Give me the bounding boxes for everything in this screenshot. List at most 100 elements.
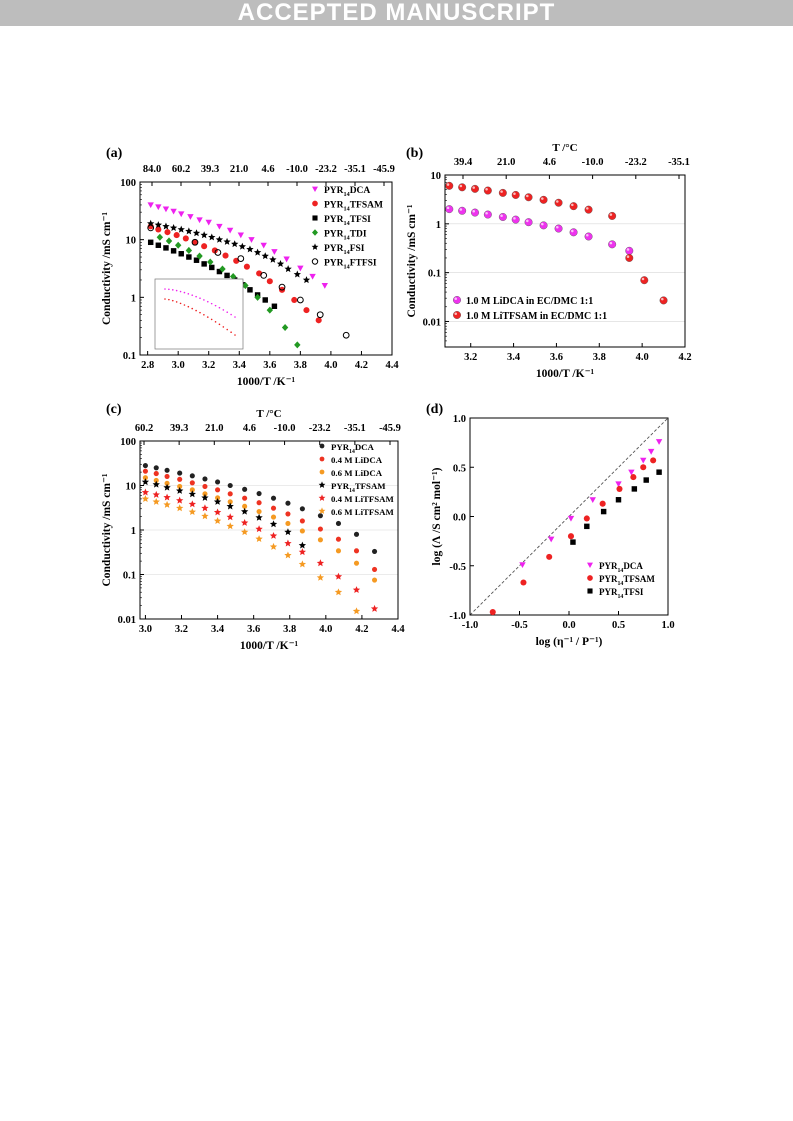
legend-suffix: FSI — [350, 244, 365, 254]
data-point — [299, 506, 305, 512]
inset-point — [234, 316, 236, 318]
data-point — [202, 476, 208, 482]
data-point — [193, 257, 200, 263]
legend-suffix: DCA — [355, 442, 375, 452]
data-point — [276, 260, 285, 268]
data-point — [231, 240, 239, 248]
inset-point — [199, 297, 201, 300]
data-point — [165, 237, 173, 245]
top-tick-label: 21.0 — [497, 157, 515, 168]
x-tick-label: 3.2 — [202, 360, 215, 371]
y-axis-title: Conductivity /mS cm⁻¹ — [101, 473, 113, 586]
legend: PYR14DCAPYR14TFSAMPYR14TFSIPYR14TDIPYR14… — [311, 186, 383, 271]
data-point — [656, 469, 662, 475]
x-tick-label: 3.4 — [507, 352, 521, 363]
legend-label: PYR14TFSI — [324, 215, 371, 227]
data-point-highlight — [526, 194, 529, 198]
data-point — [211, 247, 218, 254]
data-point — [483, 186, 492, 195]
data-point-highlight — [472, 186, 475, 189]
data-point-highlight — [586, 207, 589, 210]
data-point — [353, 531, 360, 537]
x-tick-label: 4.2 — [678, 352, 691, 363]
inset-point — [187, 305, 190, 308]
data-point — [317, 537, 323, 543]
plot-frame — [444, 174, 686, 348]
data-point — [242, 495, 248, 501]
data-point — [155, 242, 162, 248]
series-5 — [141, 495, 361, 615]
data-point — [155, 204, 162, 211]
data-point — [153, 465, 159, 471]
data-point — [200, 231, 208, 239]
y-tick-label: 0.5 — [453, 463, 466, 474]
data-point — [628, 469, 635, 476]
legend-prefix: PYR — [331, 481, 350, 491]
data-point — [176, 486, 184, 494]
data-point — [178, 211, 185, 218]
data-point — [156, 233, 164, 241]
data-point — [242, 282, 249, 290]
x-axis-title: 1000/T /K⁻¹ — [237, 376, 295, 388]
data-point — [600, 508, 607, 515]
data-point — [227, 499, 233, 505]
data-point — [298, 548, 307, 556]
data-point — [169, 224, 178, 231]
x-tick-label: 4.0 — [319, 624, 332, 635]
data-point — [214, 249, 222, 256]
chart-panel-d: (d) -1.0 -0.5 0.0 0.5 1.0 -1.0 -0.5 0.0 0.5 1.0 log… — [426, 402, 675, 648]
data-point — [584, 232, 593, 241]
data-point — [615, 497, 622, 503]
legend-subscript: 14 — [344, 250, 350, 256]
data-point — [371, 566, 378, 572]
inset-point — [206, 300, 209, 303]
inset-frame — [154, 278, 244, 350]
top-tick-label: -45.9 — [379, 423, 401, 434]
data-point-highlight — [641, 277, 645, 281]
data-point — [202, 483, 208, 490]
legend-label: PYR14TFSAM — [331, 481, 386, 494]
legend-label: PYR14DCA — [331, 442, 375, 455]
inset-point — [203, 314, 205, 316]
data-point — [659, 296, 668, 305]
data-point — [255, 525, 263, 533]
inset-point — [171, 289, 174, 291]
data-point — [188, 500, 196, 508]
data-point-highlight — [459, 208, 463, 211]
data-point — [546, 553, 553, 560]
data-point — [284, 539, 292, 547]
data-point — [240, 507, 249, 515]
legend-marker-highlight — [454, 297, 457, 300]
data-point-highlight — [571, 229, 574, 233]
x-axis-title: 1000/T /K⁻¹ — [536, 368, 594, 380]
data-point — [643, 477, 649, 483]
top-tick-label: -23.2 — [625, 157, 647, 168]
y-tick-label: 1.0 — [453, 414, 466, 425]
data-point — [191, 239, 199, 246]
inset-point — [214, 304, 217, 307]
legend-marker — [318, 481, 326, 488]
data-point — [247, 287, 253, 293]
x-tick-label: 4.0 — [636, 352, 649, 363]
data-point — [201, 504, 209, 512]
data-point — [208, 233, 216, 241]
data-point — [625, 253, 634, 262]
legend-label: 0.6 M LiTFSAM — [331, 507, 394, 517]
legend-subscript: 14 — [618, 594, 624, 600]
legend-marker — [318, 507, 326, 514]
x-tick-label: 3.8 — [593, 352, 606, 363]
y-tick-label: 0.0 — [453, 513, 466, 524]
data-point — [640, 457, 647, 464]
top-axis-title: T /°C — [256, 408, 281, 420]
data-point — [215, 487, 221, 493]
top-tick-label: 4.6 — [243, 423, 256, 434]
data-point — [584, 523, 590, 530]
inset-point — [183, 304, 186, 306]
inset-point — [206, 316, 209, 318]
data-point — [271, 249, 278, 255]
legend-subscript: 14 — [344, 221, 350, 227]
data-point — [278, 283, 286, 291]
data-point — [511, 215, 520, 224]
data-point — [315, 317, 322, 324]
data-point-highlight — [556, 200, 559, 203]
